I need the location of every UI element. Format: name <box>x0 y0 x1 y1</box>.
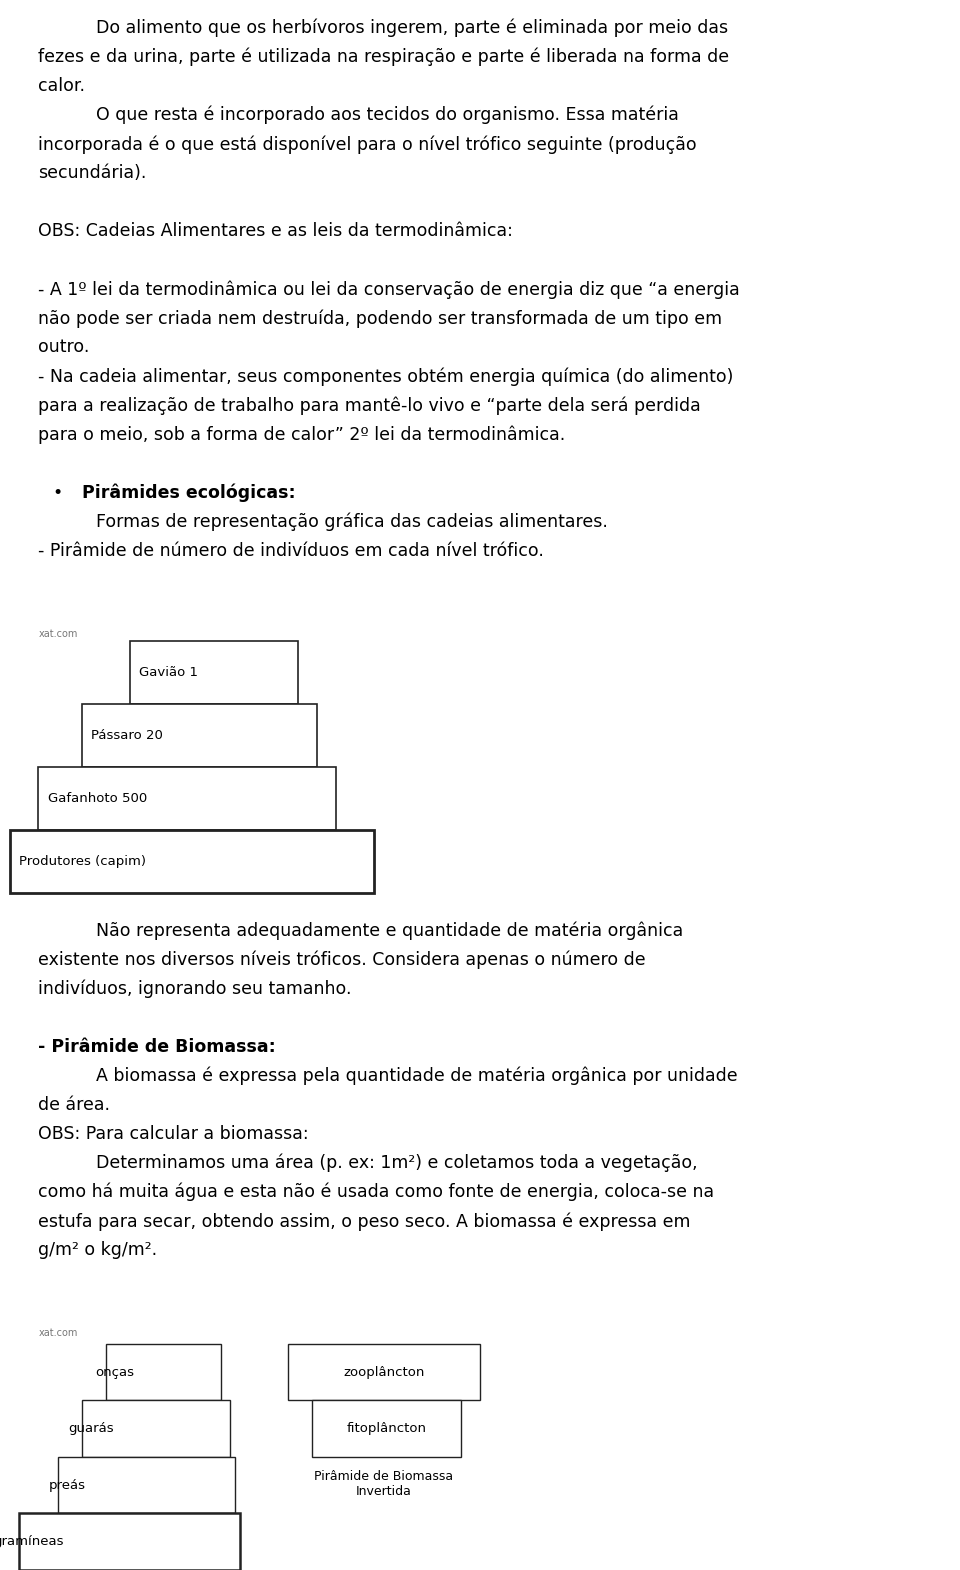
Text: guarás: guarás <box>68 1422 114 1435</box>
Text: zooplâncton: zooplâncton <box>344 1366 424 1378</box>
Text: Do alimento que os herbívoros ingerem, parte é eliminada por meio das: Do alimento que os herbívoros ingerem, p… <box>96 19 728 38</box>
Text: Formas de representação gráfica das cadeias alimentares.: Formas de representação gráfica das cade… <box>96 512 608 531</box>
Text: não pode ser criada nem destruída, podendo ser transformada de um tipo em: não pode ser criada nem destruída, poden… <box>38 309 723 328</box>
Text: OBS: Cadeias Alimentares e as leis da termodinâmica:: OBS: Cadeias Alimentares e as leis da te… <box>38 221 514 240</box>
Bar <box>82 703 317 766</box>
Text: fitoplâncton: fitoplâncton <box>347 1422 426 1435</box>
Text: fezes e da urina, parte é utilizada na respiração e parte é liberada na forma de: fezes e da urina, parte é utilizada na r… <box>38 49 730 66</box>
Text: como há muita água e esta não é usada como fonte de energia, coloca-se na: como há muita água e esta não é usada co… <box>38 1182 714 1201</box>
Text: xat.com: xat.com <box>38 1328 78 1338</box>
Text: onças: onças <box>96 1366 134 1378</box>
Bar <box>312 1400 461 1457</box>
Text: xat.com: xat.com <box>38 628 78 639</box>
Text: Pássaro 20: Pássaro 20 <box>91 728 163 743</box>
Text: secundária).: secundária). <box>38 163 147 182</box>
Bar <box>38 766 336 829</box>
Text: Produtores (capim): Produtores (capim) <box>19 854 146 868</box>
Text: - Pirâmide de Biomassa:: - Pirâmide de Biomassa: <box>38 1038 276 1055</box>
Text: incorporada é o que está disponível para o nível trófico seguinte (produção: incorporada é o que está disponível para… <box>38 135 697 154</box>
Text: - Pirâmide de número de indivíduos em cada nível trófico.: - Pirâmide de número de indivíduos em ca… <box>38 542 544 559</box>
Text: Determinamos uma área (p. ex: 1m²) e coletamos toda a vegetação,: Determinamos uma área (p. ex: 1m²) e col… <box>96 1154 698 1173</box>
Text: Pirâmides ecológicas:: Pirâmides ecológicas: <box>82 484 296 502</box>
Text: O que resta é incorporado aos tecidos do organismo. Essa matéria: O que resta é incorporado aos tecidos do… <box>96 107 679 124</box>
Text: •: • <box>53 484 63 501</box>
Bar <box>82 1400 230 1457</box>
Bar <box>58 1457 235 1513</box>
Text: Pirâmide de Biomassa
Invertida: Pirâmide de Biomassa Invertida <box>315 1470 453 1498</box>
Text: Não representa adequadamente e quantidade de matéria orgânica: Não representa adequadamente e quantidad… <box>96 922 684 940</box>
Text: de área.: de área. <box>38 1096 110 1113</box>
Text: preás: preás <box>49 1479 85 1491</box>
Text: outro.: outro. <box>38 338 90 356</box>
Text: Gavião 1: Gavião 1 <box>139 666 198 680</box>
Bar <box>106 1344 221 1400</box>
Text: indivíduos, ignorando seu tamanho.: indivíduos, ignorando seu tamanho. <box>38 980 352 999</box>
Bar <box>130 641 298 703</box>
Text: existente nos diversos níveis tróficos. Considera apenas o número de: existente nos diversos níveis tróficos. … <box>38 950 646 969</box>
Text: Gafanhoto 500: Gafanhoto 500 <box>48 791 147 805</box>
Text: estufa para secar, obtendo assim, o peso seco. A biomassa é expressa em: estufa para secar, obtendo assim, o peso… <box>38 1212 691 1231</box>
Text: para a realização de trabalho para mantê-lo vivo e “parte dela será perdida: para a realização de trabalho para mantê… <box>38 396 701 414</box>
Bar <box>19 1513 240 1570</box>
Text: para o meio, sob a forma de calor” 2º lei da termodinâmica.: para o meio, sob a forma de calor” 2º le… <box>38 425 565 444</box>
Text: A biomassa é expressa pela quantidade de matéria orgânica por unidade: A biomassa é expressa pela quantidade de… <box>96 1066 737 1085</box>
Text: g/m² o kg/m².: g/m² o kg/m². <box>38 1240 157 1259</box>
Text: - Na cadeia alimentar, seus componentes obtém energia química (do alimento): - Na cadeia alimentar, seus componentes … <box>38 367 733 386</box>
Bar <box>10 829 374 892</box>
Text: OBS: Para calcular a biomassa:: OBS: Para calcular a biomassa: <box>38 1124 309 1143</box>
Text: calor.: calor. <box>38 77 85 94</box>
Bar <box>288 1344 480 1400</box>
Text: - A 1º lei da termodinâmica ou lei da conservação de energia diz que “a energia: - A 1º lei da termodinâmica ou lei da co… <box>38 279 740 298</box>
Text: gramíneas: gramíneas <box>0 1535 64 1548</box>
